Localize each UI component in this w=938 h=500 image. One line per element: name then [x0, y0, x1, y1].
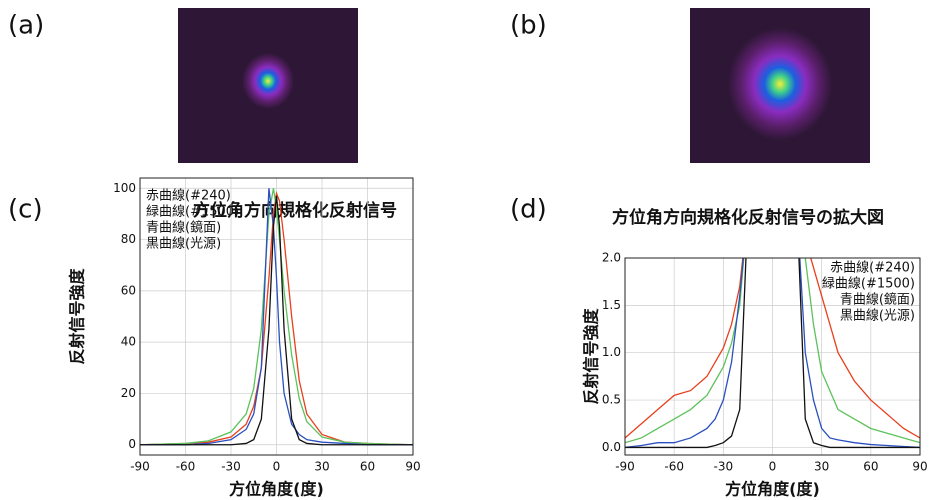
y-tick-label: 1.5: [602, 298, 621, 312]
chart-title: 方位角方向規格化反射信号の拡大図: [612, 207, 884, 228]
x-tick-label: 0: [769, 460, 777, 474]
y-tick-label: 100: [113, 181, 136, 195]
x-axis-label: 方位角度(度): [725, 480, 820, 499]
x-tick-label: 30: [314, 460, 329, 474]
y-tick-label: 80: [121, 232, 136, 246]
x-tick-label: -60: [176, 460, 196, 474]
panel-label: (a): [8, 11, 44, 41]
legend-entry: 緑曲線(#1500): [822, 276, 915, 292]
x-tick-label: 30: [814, 460, 829, 474]
y-tick-label: 0: [128, 437, 136, 451]
y-tick-label: 2.0: [602, 251, 621, 265]
panel-label: (c): [8, 195, 43, 225]
legend-entry: 青曲線(鏡面): [840, 292, 915, 308]
x-tick-label: 0: [273, 460, 281, 474]
y-tick-label: 40: [121, 335, 136, 349]
x-tick-label: -30: [714, 460, 734, 474]
spot-a: [242, 53, 294, 109]
x-tick-label: 90: [405, 460, 420, 474]
legend-entry: 赤曲線(#240): [146, 188, 231, 204]
x-tick-label: -90: [130, 460, 150, 474]
x-tick-label: 60: [360, 460, 375, 474]
legend-entry: 青曲線(鏡面): [146, 220, 221, 236]
legend-entry: 黒曲線(光源): [146, 236, 221, 252]
x-tick-label: 60: [863, 460, 878, 474]
x-tick-label: -90: [615, 460, 635, 474]
y-axis-label: 反射信号強度: [582, 308, 601, 405]
panel-label: (b): [510, 11, 547, 41]
legend-entry: 黒曲線(光源): [840, 308, 915, 324]
x-axis-label: 方位角度(度): [229, 480, 324, 499]
legend-entry: 緑曲線(#1500): [146, 204, 239, 220]
figure: (a) (b) (c) (d) 方位角方向規格化反射信号方位角度(度)反射信号強…: [0, 0, 938, 500]
x-tick-label: -60: [664, 460, 684, 474]
panel-label: (d): [510, 195, 547, 225]
y-tick-label: 0.5: [602, 393, 621, 407]
y-tick-label: 1.0: [602, 345, 621, 359]
y-tick-label: 20: [121, 386, 136, 400]
x-tick-label: -30: [221, 460, 241, 474]
y-tick-label: 0.0: [602, 440, 621, 454]
y-tick-label: 60: [121, 283, 136, 297]
spot-b: [728, 28, 832, 140]
y-axis-label: 反射信号強度: [68, 268, 87, 365]
legend-entry: 赤曲線(#240): [830, 260, 915, 276]
x-tick-label: 90: [912, 460, 927, 474]
